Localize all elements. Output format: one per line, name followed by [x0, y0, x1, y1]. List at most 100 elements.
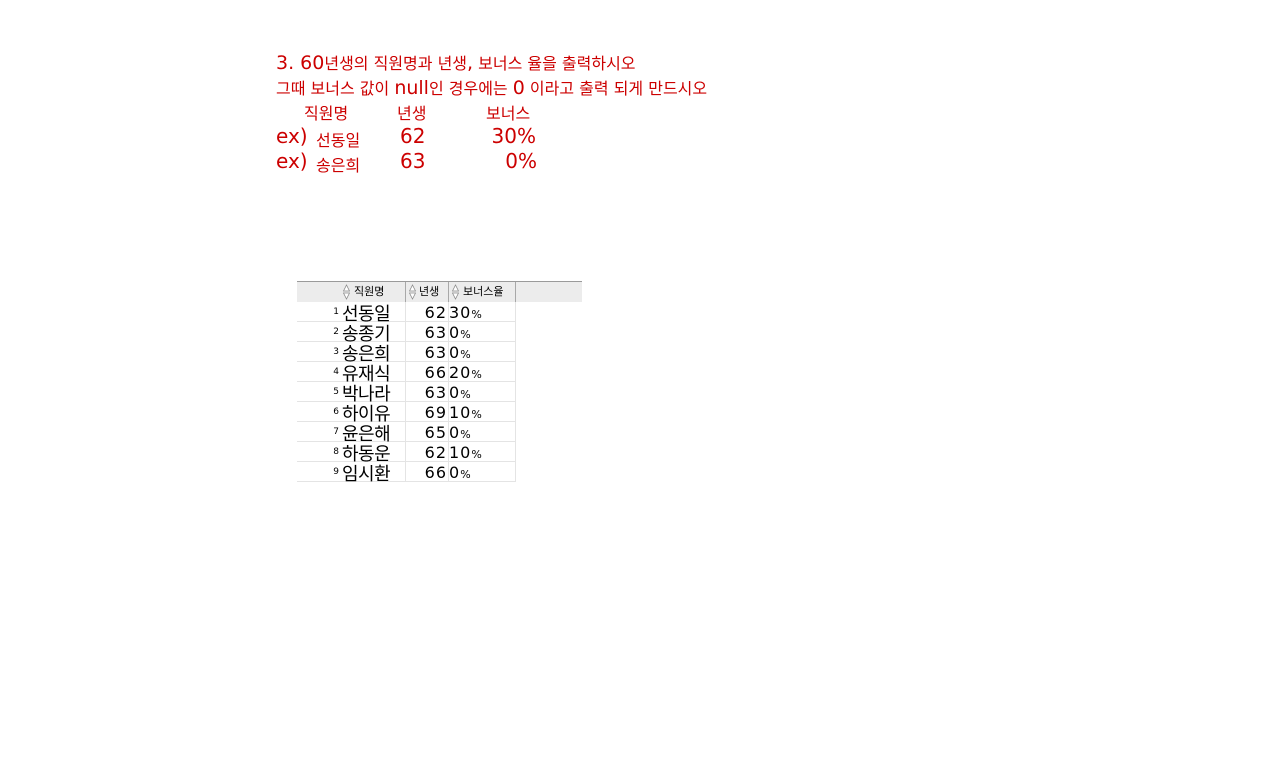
bonus-cell[interactable]: 20%: [449, 362, 516, 382]
instruction-text: 그때 보너스 값이: [276, 79, 395, 98]
instruction-comma: ,: [467, 52, 474, 74]
bonus-rate: 10%: [449, 403, 483, 422]
bonus-cell[interactable]: 0%: [449, 382, 516, 402]
column-header-label: 직원명: [354, 285, 385, 298]
birth-year: 62: [424, 443, 447, 462]
table-row[interactable]: 9 임시환 66 0%: [297, 462, 516, 485]
row-number: 8: [333, 447, 339, 457]
year-cell[interactable]: 66: [406, 462, 449, 482]
percent-sign: %: [460, 348, 472, 361]
table-row[interactable]: 6 하이유 69 10%: [297, 402, 516, 425]
birth-year: 69: [424, 403, 447, 422]
row-number: 5: [333, 387, 339, 397]
employee-name: 유재식: [342, 364, 391, 385]
year-cell[interactable]: 66: [406, 362, 449, 382]
sort-arrows-icon[interactable]: [343, 284, 350, 300]
row-number: 9: [333, 467, 339, 477]
name-cell[interactable]: 9 임시환: [297, 462, 406, 485]
birth-year: 62: [424, 303, 447, 322]
row-number: 1: [333, 307, 339, 317]
name-cell[interactable]: 4 유재식: [297, 362, 406, 385]
table-row[interactable]: 2 송종기 63 0%: [297, 322, 516, 345]
instruction-zero: 0: [512, 77, 525, 99]
name-cell[interactable]: 2 송종기: [297, 322, 406, 345]
example-header-bonus: 보너스: [486, 104, 531, 123]
example-prefix: ex): [276, 124, 308, 148]
instruction-text-end: 보너스 율을 출력하시오: [473, 54, 636, 73]
sort-arrows-icon[interactable]: [452, 284, 459, 300]
bonus-cell[interactable]: 0%: [449, 342, 516, 362]
instruction-text: 년생의 직원명과 년생: [324, 54, 468, 73]
instruction-null: null: [394, 77, 429, 99]
column-header-bonus[interactable]: 보너스율: [449, 282, 516, 302]
example-name: 선동일: [316, 131, 361, 150]
bonus-value: 10: [449, 403, 472, 422]
employee-name: 박나라: [342, 384, 391, 405]
column-header-label: 년생: [419, 285, 440, 298]
year-cell[interactable]: 63: [406, 322, 449, 342]
bonus-cell[interactable]: 0%: [449, 462, 516, 482]
result-grid: 직원명 년생 보너스율 1 선동일 62 30% 2 송종기 63 0% 3 송은희 …: [297, 281, 582, 485]
example-prefix: ex): [276, 149, 308, 173]
row-number: 4: [333, 367, 339, 377]
bonus-cell[interactable]: 0%: [449, 322, 516, 342]
row-number: 7: [333, 427, 339, 437]
table-row[interactable]: 3 송은희 63 0%: [297, 342, 516, 365]
percent-sign: %: [460, 468, 472, 481]
name-cell[interactable]: 6 하이유: [297, 402, 406, 425]
percent-sign: %: [471, 368, 483, 381]
bonus-cell[interactable]: 0%: [449, 422, 516, 442]
employee-name: 하이유: [342, 404, 391, 425]
example-bonus: 0%: [505, 149, 537, 173]
example-header-year: 년생: [397, 104, 427, 123]
employee-name: 송종기: [342, 324, 391, 345]
table-row[interactable]: 4 유재식 66 20%: [297, 362, 516, 385]
column-header-year[interactable]: 년생: [406, 282, 449, 302]
bonus-rate: 0%: [449, 423, 472, 442]
name-cell[interactable]: 5 박나라: [297, 382, 406, 405]
row-number: 3: [333, 347, 339, 357]
bonus-cell[interactable]: 10%: [449, 402, 516, 422]
year-cell[interactable]: 63: [406, 382, 449, 402]
birth-year: 66: [424, 463, 447, 482]
name-cell[interactable]: 8 하동운: [297, 442, 406, 465]
employee-name: 임시환: [342, 464, 391, 485]
bonus-value: 0: [449, 423, 461, 442]
year-cell[interactable]: 62: [406, 302, 449, 322]
bonus-value: 30: [449, 303, 472, 322]
bonus-rate: 0%: [449, 463, 472, 482]
instruction-text: 인 경우에는: [428, 79, 513, 98]
row-number: 6: [333, 407, 339, 417]
table-row[interactable]: 5 박나라 63 0%: [297, 382, 516, 405]
example-bonus: 30%: [491, 124, 536, 148]
bonus-cell[interactable]: 30%: [449, 302, 516, 322]
column-header-label: 보너스율: [463, 285, 504, 298]
birth-year: 65: [424, 423, 447, 442]
year-cell[interactable]: 65: [406, 422, 449, 442]
table-row[interactable]: 7 윤은해 65 0%: [297, 422, 516, 445]
sort-arrows-icon[interactable]: [409, 284, 416, 300]
percent-sign: %: [471, 308, 483, 321]
instruction-text: 이라고 출력 되게 만드시오: [524, 79, 708, 98]
bonus-cell[interactable]: 10%: [449, 442, 516, 462]
example-year: 63: [400, 149, 426, 173]
grid-header-bar: [297, 282, 582, 302]
name-cell[interactable]: 7 윤은해: [297, 422, 406, 445]
table-row[interactable]: 8 하동운 62 10%: [297, 442, 516, 465]
table-row[interactable]: 1 선동일 62 30%: [297, 302, 516, 325]
birth-year: 63: [424, 383, 447, 402]
percent-sign: %: [460, 428, 472, 441]
column-header-name[interactable]: 직원명: [297, 282, 406, 302]
year-cell[interactable]: 63: [406, 342, 449, 362]
instruction-number: 3. 60: [276, 52, 325, 74]
name-cell[interactable]: 1 선동일: [297, 302, 406, 325]
year-cell[interactable]: 69: [406, 402, 449, 422]
year-cell[interactable]: 62: [406, 442, 449, 462]
name-cell[interactable]: 3 송은희: [297, 342, 406, 365]
percent-sign: %: [460, 328, 472, 341]
bonus-value: 0: [449, 383, 461, 402]
employee-name: 선동일: [342, 304, 391, 325]
employee-name: 송은희: [342, 344, 391, 365]
bonus-value: 0: [449, 343, 461, 362]
birth-year: 63: [424, 323, 447, 342]
